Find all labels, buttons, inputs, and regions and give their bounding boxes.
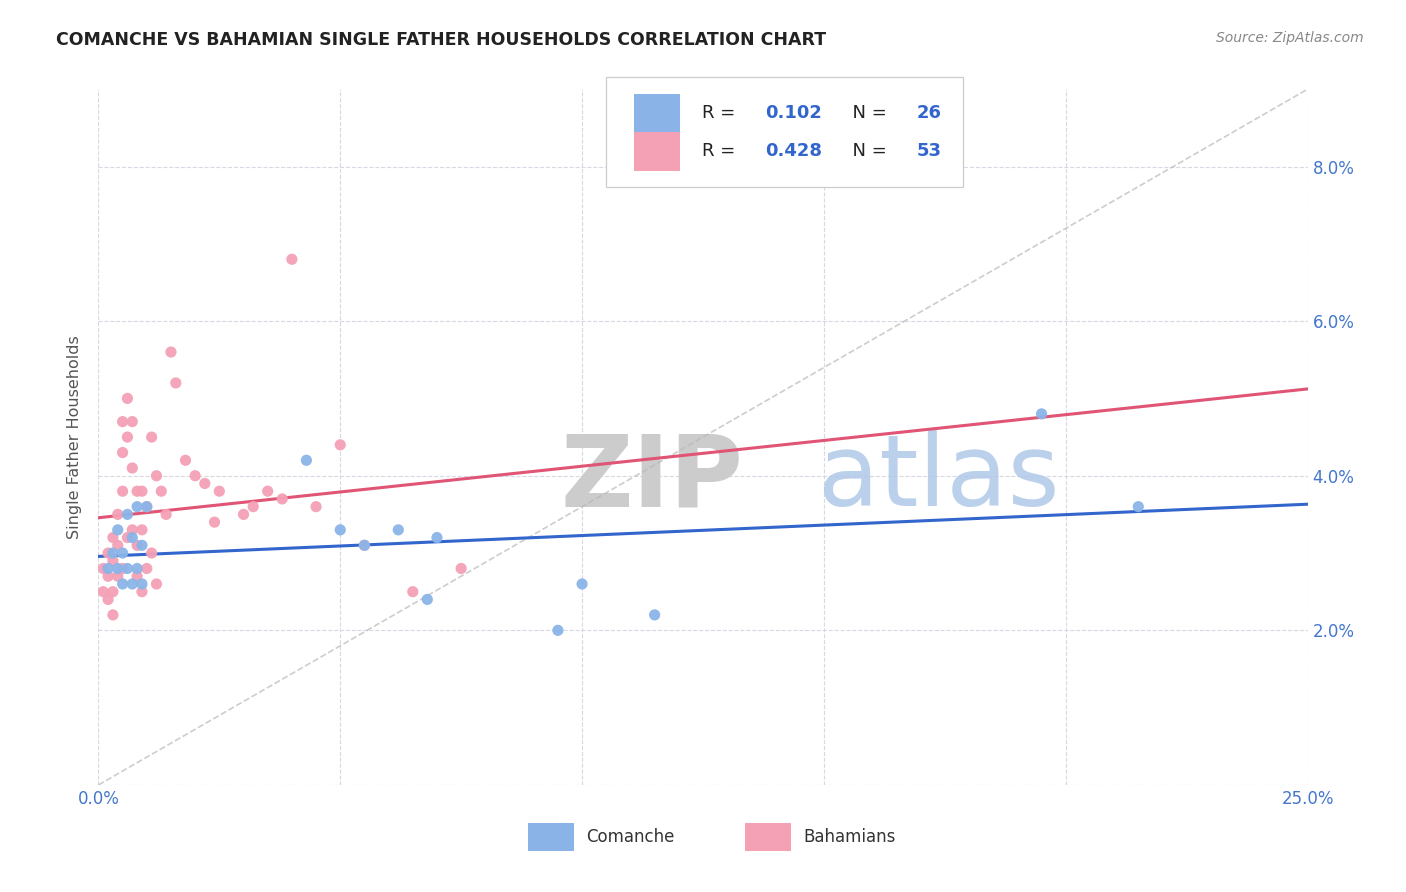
Point <box>145 577 167 591</box>
Point <box>353 538 375 552</box>
Point <box>127 500 149 514</box>
FancyBboxPatch shape <box>634 94 681 132</box>
Point <box>450 561 472 575</box>
Point <box>91 584 114 599</box>
Point <box>91 561 114 575</box>
Point <box>295 453 318 467</box>
Point <box>97 561 120 575</box>
Point <box>208 484 231 499</box>
Point <box>131 577 153 591</box>
Point <box>281 252 304 267</box>
Point <box>135 500 157 514</box>
Point <box>127 561 149 575</box>
Point <box>141 546 163 560</box>
Point <box>155 508 177 522</box>
Point <box>111 484 134 499</box>
Point <box>416 592 439 607</box>
Point <box>131 523 153 537</box>
Point <box>141 430 163 444</box>
Point <box>117 430 139 444</box>
Point <box>644 607 666 622</box>
Point <box>242 500 264 514</box>
Point <box>97 592 120 607</box>
Point <box>184 468 207 483</box>
Point <box>101 584 124 599</box>
FancyBboxPatch shape <box>634 132 681 170</box>
Point <box>150 484 173 499</box>
Point <box>111 445 134 459</box>
Point <box>101 546 124 560</box>
Point <box>121 531 143 545</box>
Point <box>131 484 153 499</box>
Point <box>117 392 139 406</box>
Point <box>107 561 129 575</box>
Point <box>117 561 139 575</box>
Text: 0.428: 0.428 <box>765 143 821 161</box>
Point <box>117 531 139 545</box>
Point <box>329 523 352 537</box>
Point <box>101 554 124 568</box>
Point <box>1031 407 1053 421</box>
Text: atlas: atlas <box>818 430 1060 527</box>
Point <box>145 468 167 483</box>
Point <box>127 538 149 552</box>
Point <box>111 577 134 591</box>
Point <box>97 546 120 560</box>
Text: Bahamians: Bahamians <box>803 828 896 847</box>
Point <box>305 500 328 514</box>
FancyBboxPatch shape <box>606 77 963 186</box>
Text: R =: R = <box>702 104 741 122</box>
Point <box>101 531 124 545</box>
Text: Comanche: Comanche <box>586 828 673 847</box>
Point <box>121 523 143 537</box>
Point <box>107 523 129 537</box>
Point <box>107 538 129 552</box>
Point <box>107 569 129 583</box>
Point <box>127 484 149 499</box>
Point <box>97 569 120 583</box>
Text: 26: 26 <box>917 104 942 122</box>
Point <box>121 577 143 591</box>
Point <box>271 491 294 506</box>
Y-axis label: Single Father Households: Single Father Households <box>67 335 83 539</box>
Text: 53: 53 <box>917 143 942 161</box>
Text: R =: R = <box>702 143 741 161</box>
Point <box>256 484 278 499</box>
Point <box>165 376 187 390</box>
Text: N =: N = <box>841 104 893 122</box>
Point <box>194 476 217 491</box>
Point <box>131 584 153 599</box>
Point <box>353 538 375 552</box>
Point <box>111 546 134 560</box>
Point <box>131 538 153 552</box>
Point <box>571 577 593 591</box>
Point <box>111 561 134 575</box>
Point <box>107 508 129 522</box>
Point <box>117 508 139 522</box>
Point <box>174 453 197 467</box>
Point <box>127 569 149 583</box>
FancyBboxPatch shape <box>745 823 792 851</box>
Text: 0.102: 0.102 <box>765 104 821 122</box>
Point <box>135 500 157 514</box>
Point <box>547 624 569 638</box>
FancyBboxPatch shape <box>527 823 574 851</box>
Point <box>111 415 134 429</box>
Text: ZIP: ZIP <box>561 430 744 527</box>
Point <box>1128 500 1150 514</box>
Point <box>121 461 143 475</box>
Point <box>204 515 226 529</box>
Point <box>160 345 183 359</box>
Text: N =: N = <box>841 143 893 161</box>
Point <box>135 561 157 575</box>
Text: COMANCHE VS BAHAMIAN SINGLE FATHER HOUSEHOLDS CORRELATION CHART: COMANCHE VS BAHAMIAN SINGLE FATHER HOUSE… <box>56 31 827 49</box>
Point <box>101 607 124 622</box>
Point <box>402 584 425 599</box>
Point <box>426 531 449 545</box>
Point <box>387 523 409 537</box>
Text: Source: ZipAtlas.com: Source: ZipAtlas.com <box>1216 31 1364 45</box>
Point <box>329 438 352 452</box>
Point <box>232 508 254 522</box>
Point <box>121 415 143 429</box>
